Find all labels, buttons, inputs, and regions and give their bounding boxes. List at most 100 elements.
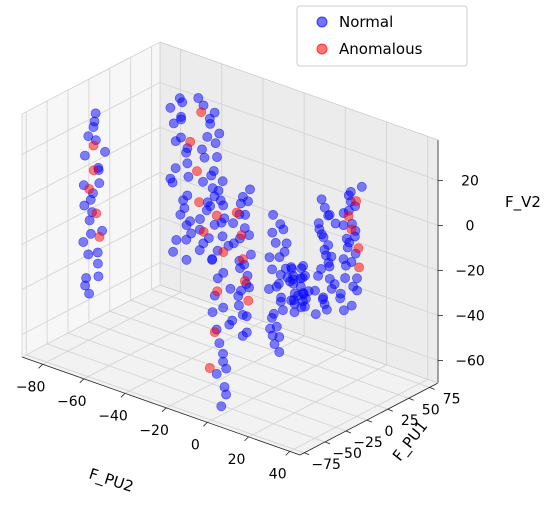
gridline-z-back: [159, 127, 439, 226]
legend-marker-normal: [316, 16, 328, 28]
data-point-anomalous: [196, 107, 207, 118]
data-point-anomalous: [91, 208, 102, 219]
z-tick-label: 0: [466, 219, 475, 235]
y-axis-line: [299, 382, 439, 456]
data-point-normal: [319, 202, 330, 213]
data-point-anomalous: [212, 286, 223, 297]
y-tick-mark: [304, 452, 310, 456]
data-point-normal: [264, 252, 275, 263]
data-point-normal: [318, 292, 329, 303]
data-point-normal: [89, 116, 100, 127]
data-point-normal: [228, 218, 238, 229]
y-tick-label: 25: [401, 413, 419, 429]
y-tick-label: −75: [311, 457, 341, 473]
gridline-x-floor: [42, 291, 181, 365]
data-point-normal: [80, 150, 90, 161]
data-point-normal: [83, 249, 94, 260]
data-point-normal: [183, 171, 194, 182]
gridline-x-floor: [83, 306, 223, 380]
data-point-anomalous: [94, 231, 105, 242]
y-tick-mark: [408, 397, 414, 401]
data-point-normal: [245, 249, 256, 260]
data-point-anomalous: [351, 196, 361, 206]
gridline-y-floor: [130, 299, 409, 399]
data-point-normal: [324, 273, 335, 284]
data-point-normal: [340, 273, 350, 283]
data-point-normal: [268, 308, 279, 319]
data-point-normal: [203, 233, 214, 243]
data-point-normal: [195, 214, 205, 224]
legend-box: [296, 5, 468, 67]
data-point-normal: [219, 382, 230, 392]
data-point-anomalous: [231, 207, 242, 218]
data-point-anomalous: [236, 230, 247, 240]
data-point-normal: [338, 254, 349, 264]
back-pane: [160, 42, 438, 383]
data-point-normal: [92, 247, 103, 258]
data-point-normal: [271, 321, 282, 332]
x-tick-label: −60: [57, 394, 87, 410]
data-point-normal: [185, 216, 195, 227]
y-tick-mark: [429, 387, 435, 390]
data-point-normal: [267, 264, 277, 275]
data-point-anomalous: [88, 165, 99, 176]
gridline-y-floor: [151, 288, 430, 388]
data-point-normal: [93, 271, 104, 282]
x-tick-label: 20: [228, 452, 246, 468]
data-point-normal: [298, 261, 308, 271]
data-point-anomalous: [218, 247, 229, 257]
data-point-anomalous: [185, 136, 196, 147]
data-point-normal: [209, 219, 220, 230]
data-point-normal: [170, 163, 181, 173]
data-point-anomalous: [84, 184, 95, 194]
series-normal: [78, 93, 367, 412]
x-tick-mark: [203, 422, 208, 427]
x-tick-label: 40: [269, 466, 287, 482]
data-point-normal: [176, 111, 186, 122]
data-point-normal: [338, 305, 349, 316]
legend: Normal Anomalous: [296, 5, 468, 67]
data-point-anomalous: [198, 226, 209, 237]
z-tick-label: −60: [455, 354, 485, 370]
data-point-normal: [275, 219, 286, 230]
data-point-normal: [346, 300, 357, 311]
data-point-normal: [323, 240, 334, 250]
data-point-normal: [348, 281, 359, 292]
data-point-normal: [335, 288, 346, 299]
data-point-anomalous: [194, 197, 204, 207]
x-tick-label: −40: [98, 408, 128, 424]
data-point-normal: [330, 218, 341, 229]
data-point-normal: [84, 288, 94, 299]
gridline-y-floor: [67, 332, 347, 432]
y-tick-label: −25: [353, 435, 383, 451]
data-point-normal: [211, 368, 222, 379]
data-point-normal: [78, 237, 89, 247]
series-anomalous: [84, 107, 364, 373]
y-tick-mark: [387, 408, 393, 412]
data-point-normal: [94, 178, 105, 189]
pane-edge: [21, 284, 161, 358]
z-tick-label: −40: [455, 309, 485, 325]
data-point-anomalous: [243, 295, 254, 306]
data-point-anomalous: [88, 140, 99, 151]
gridline-x-floor: [289, 379, 428, 452]
data-point-normal: [282, 272, 293, 283]
x-tick-label: −80: [16, 379, 46, 395]
data-point-normal: [100, 146, 110, 157]
z-tick-label: 20: [461, 174, 479, 190]
data-point-normal: [214, 338, 225, 348]
legend-label-normal: Normal: [339, 13, 393, 31]
data-point-normal: [165, 173, 176, 184]
data-point-normal: [182, 190, 193, 201]
data-point-normal: [207, 254, 217, 265]
gridline-y-floor: [109, 310, 388, 410]
gridline-z-back: [159, 82, 439, 181]
data-point-normal: [270, 237, 281, 248]
data-point-normal: [281, 238, 292, 249]
data-point-normal: [341, 233, 352, 244]
data-point-normal: [186, 228, 196, 239]
data-point-anomalous: [353, 243, 364, 254]
data-point-normal: [324, 209, 335, 220]
pane-edge: [21, 41, 161, 115]
